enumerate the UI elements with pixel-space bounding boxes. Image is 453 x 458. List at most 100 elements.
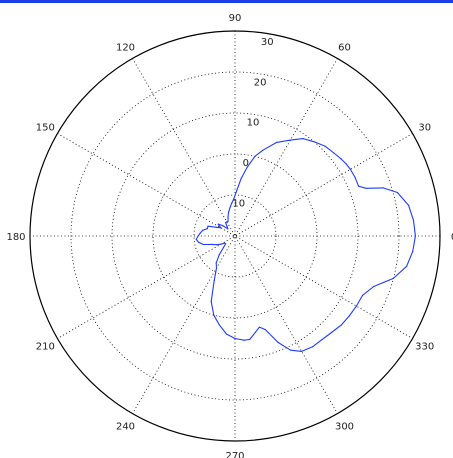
grid-ring xyxy=(70,71,400,401)
series-point xyxy=(324,145,326,147)
series-point xyxy=(392,277,394,279)
series-point xyxy=(262,149,264,151)
series-point xyxy=(213,314,215,316)
series-point xyxy=(228,211,230,213)
series-point xyxy=(240,178,242,180)
series-line xyxy=(195,138,416,352)
series-point xyxy=(198,241,200,243)
series-point xyxy=(412,219,415,221)
series-point xyxy=(348,315,350,317)
series-point xyxy=(357,185,360,187)
series-point xyxy=(302,138,304,140)
series-point xyxy=(224,242,226,244)
series-point xyxy=(355,305,357,307)
series-point xyxy=(349,168,351,170)
series-point xyxy=(226,226,228,228)
series-point xyxy=(218,254,220,256)
series-point xyxy=(210,300,212,303)
series-point xyxy=(195,238,197,240)
series-point xyxy=(215,226,217,228)
radial-tick-label: 10 xyxy=(232,199,245,210)
series-point xyxy=(340,324,342,326)
series-point xyxy=(408,204,410,206)
series-point xyxy=(215,262,217,264)
series-point xyxy=(354,176,356,178)
series-point xyxy=(330,331,333,334)
series-point xyxy=(340,158,342,160)
angle-tick-label: 60 xyxy=(338,42,351,53)
series-point xyxy=(254,155,256,157)
radial-tick-label: 30 xyxy=(261,37,274,48)
angle-tick-label: 270 xyxy=(225,451,244,458)
radial-tick-label: 20 xyxy=(254,77,267,88)
series-point xyxy=(218,324,220,326)
series-point xyxy=(211,243,213,245)
angle-tick-label: 240 xyxy=(116,422,135,433)
series-point xyxy=(333,152,335,154)
series-point xyxy=(264,329,266,331)
series-point xyxy=(227,216,229,218)
radial-tick-label: 10 xyxy=(247,118,260,129)
top-rule xyxy=(0,0,453,3)
series-point xyxy=(225,333,227,335)
series-point xyxy=(313,141,315,143)
series-point xyxy=(220,227,222,229)
angle-tick-label: 210 xyxy=(36,342,55,353)
series-point xyxy=(197,235,199,237)
angle-tick-label: 30 xyxy=(418,123,431,134)
series-point xyxy=(382,187,384,189)
grid-ring xyxy=(111,112,359,360)
series-point xyxy=(373,285,375,288)
series-point xyxy=(243,339,245,341)
series-point xyxy=(321,339,323,341)
series-point xyxy=(202,243,204,246)
series-point xyxy=(246,166,248,168)
series-point xyxy=(365,187,367,189)
angle-tick-label: 120 xyxy=(116,42,135,53)
series-point xyxy=(234,337,236,340)
series-point xyxy=(361,294,364,296)
series-point xyxy=(289,139,291,141)
series-point xyxy=(231,202,233,204)
series-point xyxy=(249,338,251,341)
series-point xyxy=(215,267,218,269)
series-point xyxy=(254,331,257,333)
series-point xyxy=(225,222,227,224)
angle-tick-label: 0 xyxy=(451,232,453,243)
series-point xyxy=(202,229,204,231)
series-point xyxy=(258,326,260,328)
series-point xyxy=(221,224,223,227)
outer-circle xyxy=(29,30,441,442)
series-point xyxy=(220,243,222,245)
angle-tick-label: 150 xyxy=(36,123,55,134)
series-point xyxy=(215,244,217,246)
series-point xyxy=(290,349,292,351)
series-point xyxy=(233,198,235,200)
series-point xyxy=(406,265,408,267)
series-point xyxy=(396,191,398,194)
series-point xyxy=(206,228,208,230)
series-point xyxy=(414,235,416,237)
angle-tick-label: 330 xyxy=(415,342,434,353)
series-point xyxy=(312,346,314,348)
angle-tick-label: 90 xyxy=(229,13,242,24)
angle-tick-label: 180 xyxy=(6,232,25,243)
series-point xyxy=(227,228,229,230)
angle-tick-label: 300 xyxy=(335,422,354,433)
series-point xyxy=(199,232,201,234)
radial-tick-label: 0 xyxy=(243,158,249,169)
series-point xyxy=(213,280,215,282)
series-point xyxy=(345,163,347,165)
series-point xyxy=(412,250,414,253)
series-point xyxy=(236,190,238,192)
series-point xyxy=(217,223,219,225)
series-point xyxy=(207,225,209,227)
series-point xyxy=(277,341,279,343)
series-point xyxy=(225,243,227,245)
series-point xyxy=(229,207,231,209)
series-point xyxy=(222,247,224,249)
series-point xyxy=(227,220,229,222)
series-point xyxy=(301,350,303,352)
series-point xyxy=(226,221,228,223)
